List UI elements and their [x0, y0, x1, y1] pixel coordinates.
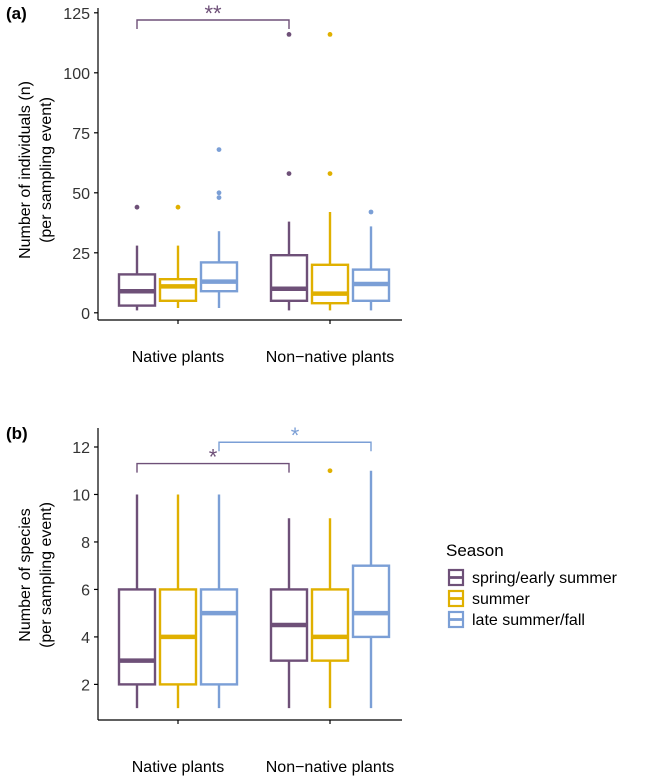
x-tick-label: Native plants: [132, 759, 225, 776]
x-tick-label: Native plants: [132, 349, 225, 366]
legend-label: summer: [472, 591, 530, 608]
outlier-point: [368, 209, 374, 215]
legend: Season spring/early summer summer late summ…: [446, 541, 618, 629]
box-iqr: [310, 588, 350, 662]
box-spring-early-summer: [269, 32, 309, 311]
panel-label: (a): [6, 4, 27, 23]
y-axis-title: Number of species: [17, 508, 34, 641]
significance-bracket: *: [218, 423, 372, 452]
box-late-summer-fall: [351, 209, 391, 311]
box-late-summer-fall: [351, 470, 391, 709]
box-iqr: [199, 261, 239, 293]
y-tick-label: 100: [63, 66, 90, 83]
y-tick-label: 50: [72, 186, 90, 203]
legend-key: [447, 589, 465, 608]
box-spring-early-summer: [117, 204, 157, 311]
box-iqr: [199, 588, 239, 686]
x-tick-label: Non−native plants: [266, 759, 395, 776]
y-tick-label: 6: [81, 582, 90, 599]
outlier-point: [286, 171, 292, 177]
box-spring-early-summer: [269, 518, 309, 709]
y-tick-label: 75: [72, 126, 90, 143]
box-late-summer-fall: [199, 494, 239, 709]
outlier-point: [216, 195, 222, 201]
y-axis-subtitle: (per sampling event): [38, 97, 55, 243]
y-tick-label: 0: [81, 306, 90, 323]
bracket-line: [136, 19, 290, 29]
box-spring-early-summer: [117, 494, 157, 709]
outlier-point: [216, 190, 222, 196]
box-summer: [158, 204, 198, 308]
bracket-line: [218, 441, 372, 452]
significance-bracket: **: [136, 1, 290, 29]
significance-label: *: [209, 445, 218, 470]
outlier-point: [327, 171, 333, 177]
box-iqr: [158, 278, 198, 303]
legend-key: [447, 568, 465, 587]
legend-key: [447, 610, 465, 629]
y-tick-label: 12: [72, 440, 90, 457]
legend-title: Season: [446, 541, 504, 560]
legend-label: late summer/fall: [472, 612, 585, 629]
y-tick-label: 2: [81, 677, 90, 694]
outlier-point: [134, 204, 140, 210]
y-tick-label: 8: [81, 535, 90, 552]
box-late-summer-fall: [199, 147, 239, 308]
bracket-line: [136, 462, 290, 473]
box-summer: [310, 32, 350, 311]
box-iqr: [117, 588, 157, 686]
outlier-point: [175, 204, 181, 210]
significance-label: *: [291, 423, 300, 448]
y-tick-label: 125: [63, 6, 90, 23]
outlier-point: [327, 468, 333, 474]
box-iqr: [310, 263, 350, 305]
panel-label: (b): [6, 424, 28, 443]
significance-label: **: [204, 1, 222, 26]
significance-bracket: *: [136, 445, 290, 473]
y-tick-label: 25: [72, 246, 90, 263]
y-tick-label: 10: [72, 487, 90, 504]
y-tick-label: 4: [81, 630, 90, 647]
x-tick-label: Non−native plants: [266, 349, 395, 366]
y-axis-title: Number of individuals (n): [17, 81, 34, 259]
box-iqr: [269, 253, 309, 302]
y-axis-subtitle: (per sampling event): [38, 502, 55, 648]
box-summer: [310, 468, 350, 709]
panel-a: 0 25 50 75 100 125 Native plants Non−native pla…: [6, 1, 402, 366]
outlier-point: [327, 32, 333, 37]
panel-b: 2 4 6 8 10 12 Native plants Non−native plants Nu…: [6, 423, 402, 776]
outlier-point: [216, 147, 222, 153]
box-iqr: [351, 564, 391, 639]
outlier-point: [286, 32, 292, 37]
box-summer: [158, 494, 198, 709]
legend-label: spring/early summer: [472, 570, 618, 587]
